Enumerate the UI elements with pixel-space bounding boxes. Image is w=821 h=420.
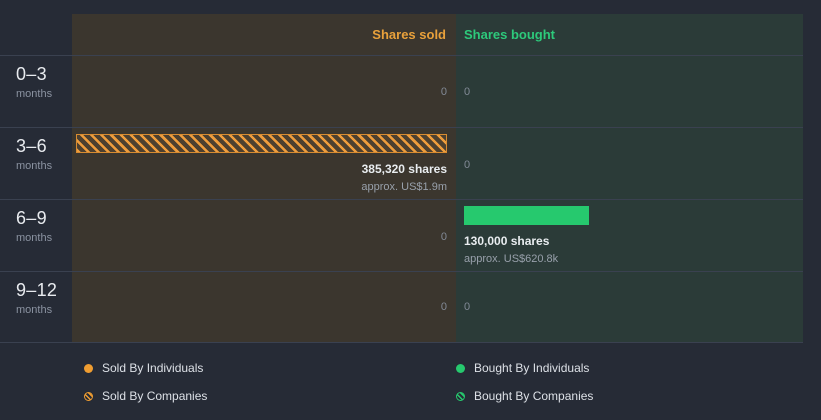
shares-bought-header-label: Shares bought (464, 27, 556, 42)
legend-sold-by-individuals[interactable]: Sold By Individuals (84, 361, 456, 375)
bought-approx-value: approx. US$620.8k (464, 253, 559, 265)
row-label-6-9-months: 6–9 months (0, 199, 72, 271)
row-label-3-6-months: 3–6 months (0, 127, 72, 199)
bought-individuals-marker-icon (456, 363, 465, 373)
bought-value-9-12: 0 (464, 301, 471, 313)
sold-value-9-12: 0 (440, 301, 447, 313)
sold-approx-value: approx. US$1.9m (361, 181, 447, 193)
sold-cell-9-12-months: 0 (72, 271, 456, 343)
bought-cell-6-9-months: 130,000 shares approx. US$620.8k (456, 199, 803, 271)
sold-bar-3-6-months[interactable] (76, 134, 447, 153)
row-label-9-12-months: 9–12 months (0, 271, 72, 343)
sold-companies-marker-icon (84, 391, 93, 401)
period-unit: months (16, 160, 53, 172)
period-label: 9–12 (16, 280, 58, 300)
legend-label: Bought By Individuals (474, 361, 590, 375)
period-label: 6–9 (16, 208, 47, 228)
legend-sold-by-companies[interactable]: Sold By Companies (84, 389, 456, 403)
column-header-shares-sold: Shares sold (72, 14, 456, 55)
chart-legend: Sold By Individuals Sold By Companies Bo… (0, 361, 821, 403)
bought-value-3-6: 0 (464, 159, 471, 171)
bought-companies-marker-icon (456, 391, 465, 401)
period-unit: months (16, 88, 53, 100)
sold-value-6-9: 0 (440, 231, 447, 243)
chart-grid: Shares sold Shares bought 0–3 months 0 0… (0, 14, 803, 343)
sold-shares-label: 385,320 shares (361, 162, 447, 176)
sold-value-0-3: 0 (440, 85, 447, 98)
period-label: 0–3 (16, 64, 47, 84)
legend-label: Sold By Individuals (102, 361, 204, 375)
column-header-shares-bought: Shares bought (456, 14, 803, 55)
legend-bought-by-companies[interactable]: Bought By Companies (456, 389, 593, 403)
legend-bought-column: Bought By Individuals Bought By Companie… (456, 361, 593, 403)
bought-cell-0-3-months: 0 (456, 55, 803, 127)
shares-sold-header-label: Shares sold (372, 27, 446, 42)
period-label: 3–6 (16, 136, 47, 156)
bought-shares-label: 130,000 shares (464, 234, 550, 248)
sold-cell-6-9-months: 0 (72, 199, 456, 271)
bought-value-0-3: 0 (464, 85, 471, 98)
legend-sold-column: Sold By Individuals Sold By Companies (84, 361, 456, 403)
legend-label: Bought By Companies (474, 389, 594, 403)
bought-bar-6-9-months[interactable] (464, 206, 589, 225)
period-unit: months (16, 304, 53, 316)
legend-label: Sold By Companies (102, 389, 208, 403)
bought-cell-9-12-months: 0 (456, 271, 803, 343)
row-label-0-3-months: 0–3 months (0, 55, 72, 127)
sold-cell-0-3-months: 0 (72, 55, 456, 127)
header-gutter (0, 14, 72, 55)
sold-cell-3-6-months: 385,320 shares approx. US$1.9m (72, 127, 456, 199)
bought-cell-3-6-months: 0 (456, 127, 803, 199)
period-unit: months (16, 232, 53, 244)
sold-individuals-marker-icon (84, 363, 93, 373)
legend-bought-by-individuals[interactable]: Bought By Individuals (456, 361, 593, 375)
